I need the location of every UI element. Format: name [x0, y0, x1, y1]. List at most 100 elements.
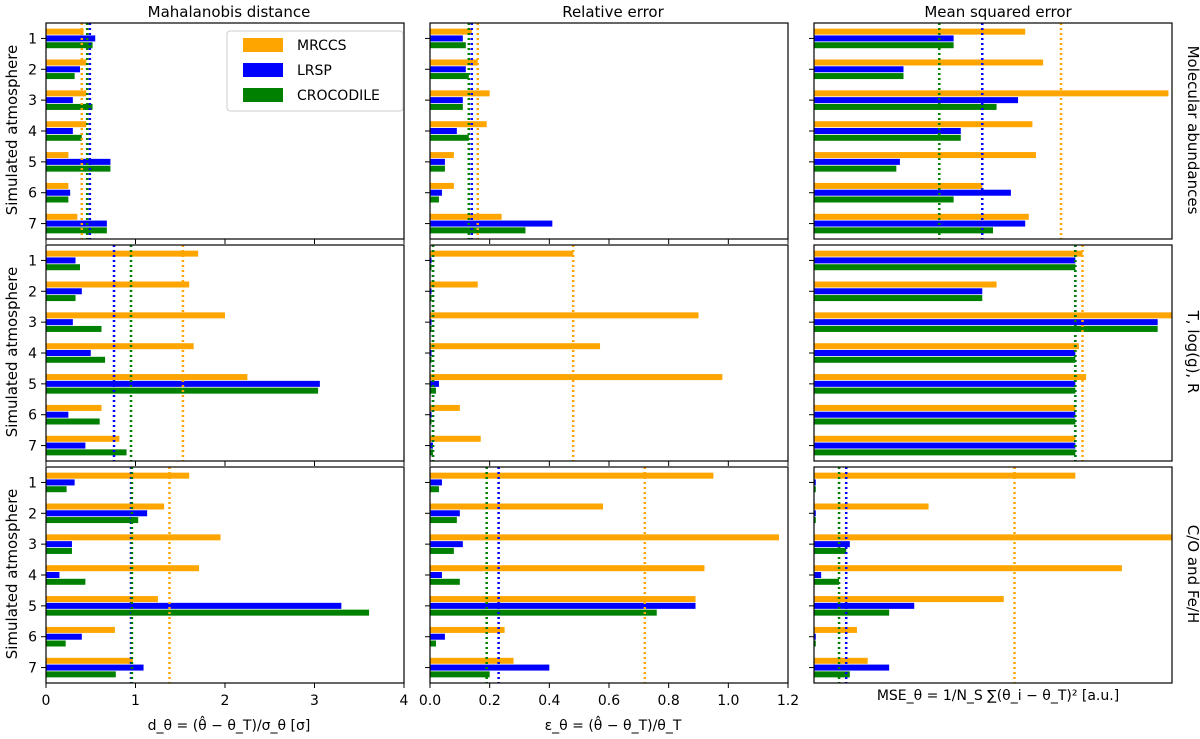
bar-mrccs-1 — [46, 250, 199, 257]
bar-mrccs-2 — [46, 59, 87, 66]
bar-mrccs-2 — [430, 503, 604, 510]
bar-mrccs-3 — [46, 534, 221, 541]
bar-lrsp-6 — [814, 411, 1076, 418]
bar-lrsp-4 — [814, 350, 1076, 356]
y-tick-label-5: 5 — [28, 377, 37, 393]
y-tick-label-1: 1 — [28, 475, 37, 491]
bar-mrccs-1 — [814, 250, 1083, 257]
bar-lrsp-1 — [46, 35, 96, 42]
panel-frame — [813, 466, 1173, 684]
bar-crocodile-5 — [814, 165, 897, 172]
bar-crocodile-3 — [814, 325, 1158, 332]
bar-mrccs-3 — [46, 312, 225, 319]
bar-crocodile-6 — [46, 640, 66, 647]
bar-crocodile-6 — [430, 418, 432, 425]
bar-mrccs-3 — [430, 90, 490, 97]
bar-mrccs-6 — [814, 626, 857, 633]
bar-crocodile-7 — [814, 227, 993, 234]
bar-crocodile-7 — [46, 227, 107, 234]
row-title-co-feh: C/O and Fe/H — [1184, 525, 1200, 623]
bar-crocodile-7 — [430, 449, 433, 456]
bar-mrccs-5 — [430, 374, 723, 381]
bar-mrccs-4 — [46, 121, 87, 128]
bar-mrccs-6 — [46, 404, 102, 411]
bar-crocodile-7 — [46, 671, 116, 678]
y-tick-label-3: 3 — [28, 93, 37, 109]
bar-lrsp-6 — [430, 633, 445, 640]
x-tick-label-0.0: 0.0 — [419, 693, 441, 709]
bar-mrccs-1 — [814, 28, 1026, 35]
bar-mrccs-3 — [814, 534, 1172, 541]
bar-lrsp-2 — [430, 288, 432, 295]
bar-crocodile-5 — [430, 165, 445, 172]
bar-lrsp-1 — [814, 479, 816, 486]
x-tick-label-1.2: 1.2 — [777, 693, 799, 709]
bar-crocodile-2 — [46, 517, 139, 524]
bar-lrsp-6 — [46, 411, 69, 418]
col-title-mahalanobis: Mahalanobis distance — [148, 3, 311, 21]
bar-mrccs-1 — [46, 472, 190, 479]
y-tick-label-7: 7 — [28, 661, 37, 677]
x-tick-label-4: 4 — [400, 693, 409, 709]
bar-mrccs-5 — [430, 596, 696, 603]
bar-mrccs-4 — [46, 565, 200, 572]
bar-lrsp-3 — [46, 97, 73, 104]
legend-label-mrccs: MRCCS — [297, 38, 347, 54]
bar-mrccs-7 — [814, 657, 868, 664]
bar-crocodile-6 — [430, 196, 439, 203]
bar-lrsp-2 — [430, 510, 460, 517]
y-tick-label-1: 1 — [28, 31, 37, 47]
legend-swatch-crocodile — [243, 88, 283, 102]
bar-lrsp-4 — [46, 128, 73, 134]
bar-lrsp-7 — [46, 442, 86, 449]
bar-mrccs-7 — [46, 657, 133, 664]
bar-lrsp-4 — [430, 572, 442, 578]
bar-lrsp-5 — [46, 158, 111, 165]
bar-mrccs-1 — [814, 472, 1076, 479]
bar-crocodile-4 — [430, 134, 469, 141]
bar-crocodile-2 — [814, 73, 904, 80]
bar-crocodile-5 — [814, 609, 890, 616]
bar-mrccs-1 — [430, 250, 574, 257]
bar-mrccs-6 — [430, 182, 454, 189]
bar-lrsp-5 — [814, 380, 1076, 387]
x-tick-label-0: 0 — [42, 693, 51, 709]
bar-crocodile-3 — [46, 547, 72, 554]
panel-2-1: 0.0 0.2 0.4 0.6 0.8 1.0 1.2 — [419, 466, 799, 709]
bar-crocodile-1 — [814, 264, 1076, 271]
bar-mrccs-7 — [814, 435, 1076, 442]
bar-crocodile-5 — [814, 387, 1076, 394]
bar-lrsp-7 — [814, 220, 1026, 227]
bar-lrsp-2 — [46, 510, 148, 517]
bar-lrsp-5 — [430, 602, 696, 609]
bar-crocodile-2 — [430, 73, 469, 80]
bar-mrccs-7 — [430, 657, 514, 664]
bar-lrsp-4 — [46, 350, 91, 356]
bar-lrsp-3 — [814, 97, 1019, 104]
bar-lrsp-7 — [814, 664, 890, 671]
bar-crocodile-1 — [814, 486, 816, 493]
bar-mrccs-2 — [814, 503, 929, 510]
bar-lrsp-4 — [814, 128, 961, 134]
y-tick-label-2: 2 — [28, 506, 37, 522]
legend-swatch-lrsp — [243, 63, 283, 77]
bar-lrsp-4 — [430, 350, 432, 356]
bar-mrccs-4 — [814, 343, 1079, 350]
bar-lrsp-3 — [814, 319, 1158, 326]
bar-mrccs-4 — [430, 343, 601, 350]
y-tick-label-7: 7 — [28, 439, 37, 455]
bar-crocodile-4 — [814, 134, 961, 141]
bar-lrsp-7 — [430, 442, 433, 449]
panel-frame — [429, 22, 789, 240]
bar-crocodile-3 — [814, 547, 847, 554]
bar-crocodile-5 — [46, 609, 370, 616]
y-axis-label-row2: Simulated atmosphere — [3, 267, 21, 438]
bar-lrsp-5 — [430, 380, 439, 387]
bar-mrccs-7 — [430, 213, 502, 220]
legend: MRCCS LRSP CROCODILE — [226, 30, 404, 112]
bar-lrsp-3 — [46, 541, 72, 548]
bar-lrsp-6 — [46, 189, 71, 196]
bar-mrccs-6 — [430, 404, 460, 411]
bar-crocodile-3 — [430, 325, 432, 332]
